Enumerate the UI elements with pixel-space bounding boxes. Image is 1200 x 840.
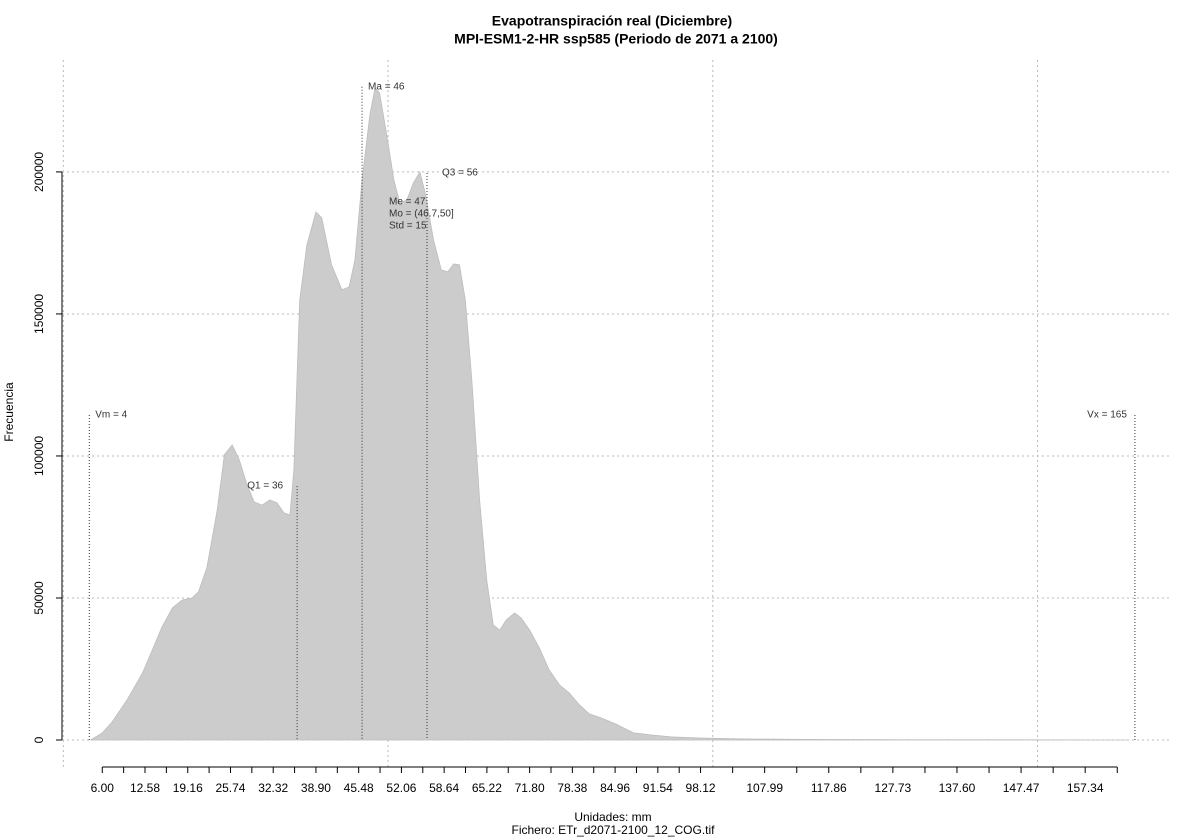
x-tick-label: 25.74: [215, 781, 245, 795]
x-tick-label: 6.00: [91, 781, 115, 795]
marker-label: Vx = 165: [1087, 410, 1127, 421]
x-tick-label: 52.06: [386, 781, 416, 795]
x-tick-label: 157.34: [1067, 781, 1104, 795]
x-tick-label: 19.16: [173, 781, 203, 795]
y-tick-label: 0: [32, 736, 46, 743]
x-tick-label: 98.12: [686, 781, 716, 795]
x-tick-label: 147.47: [1003, 781, 1040, 795]
x-tick-label: 65.22: [472, 781, 502, 795]
y-tick-label: 50000: [32, 581, 46, 615]
caption: Fichero: ETr_d2071-2100_12_COG.tif: [512, 823, 716, 837]
x-tick-label: 32.32: [258, 781, 288, 795]
chart-subtitle: MPI-ESM1-2-HR ssp585 (Periodo de 2071 a …: [454, 31, 778, 47]
density-area: [89, 86, 1129, 741]
stat-label: Me = 47: [389, 197, 426, 208]
x-tick-label: 137.60: [939, 781, 976, 795]
x-tick-label: 45.48: [344, 781, 374, 795]
x-tick-label: 117.86: [811, 781, 847, 795]
y-tick-label: 200000: [32, 152, 46, 192]
x-tick-label: 127.73: [875, 781, 912, 795]
marker-label: Q1 = 36: [247, 481, 283, 492]
x-tick-label: 71.80: [515, 781, 545, 795]
x-axis-label: Unidades: mm: [574, 810, 651, 824]
marker-label: Vm = 4: [95, 410, 127, 421]
x-tick-label: 38.90: [301, 781, 331, 795]
x-tick-label: 58.64: [429, 781, 459, 795]
stat-label: Mo = (46.7,50]: [389, 209, 454, 220]
x-tick-label: 78.38: [557, 781, 587, 795]
x-tick-label: 107.99: [746, 781, 783, 795]
x-tick-label: 84.96: [600, 781, 630, 795]
marker-label: Ma = 46: [368, 81, 405, 92]
y-axis-label: Frecuencia: [2, 382, 16, 442]
x-tick-label: 91.54: [643, 781, 673, 795]
y-tick-label: 150000: [32, 294, 46, 334]
marker-label: Q3 = 56: [442, 168, 478, 179]
stat-label: Std = 15: [389, 221, 427, 232]
chart-title: Evapotranspiración real (Diciembre): [492, 13, 732, 29]
x-tick-label: 12.58: [130, 781, 160, 795]
y-tick-label: 100000: [32, 436, 46, 476]
